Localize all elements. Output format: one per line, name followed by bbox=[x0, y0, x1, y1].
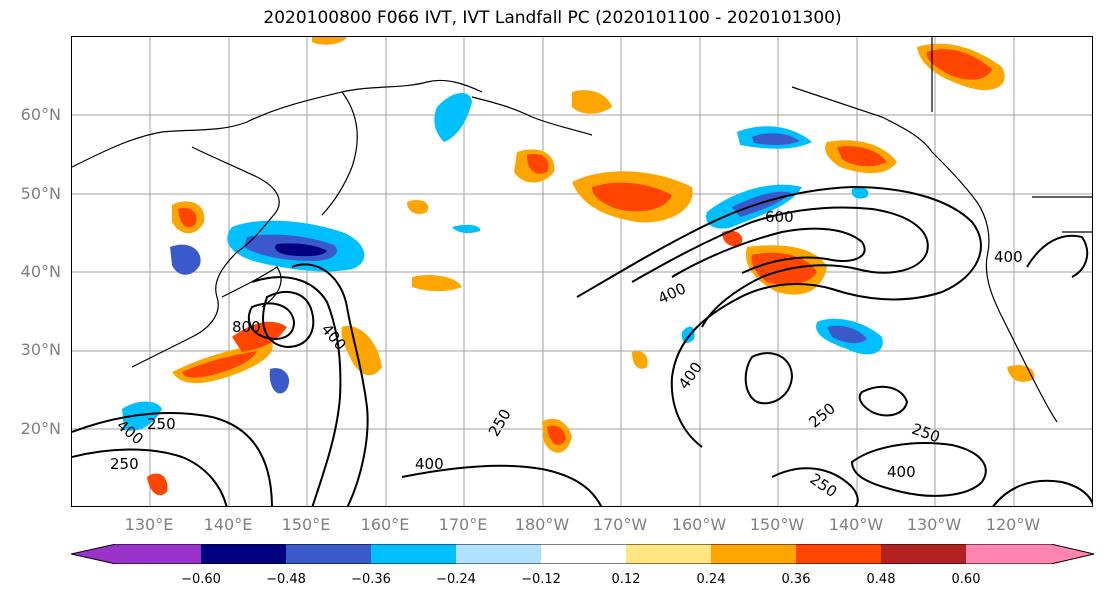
colorbar-swatch bbox=[881, 544, 966, 564]
colorbar-tick: −0.60 bbox=[181, 572, 221, 587]
positive-anomaly-patches bbox=[147, 37, 1035, 496]
lon-label-120w: 120°W bbox=[985, 515, 1041, 534]
colorbar-tick: −0.36 bbox=[351, 572, 391, 587]
lat-label-20n: 20°N bbox=[20, 419, 61, 438]
lon-label-150w: 150°W bbox=[749, 515, 805, 534]
colorbar-tick: 0.12 bbox=[611, 572, 641, 587]
contour-label-250: 250 bbox=[147, 415, 176, 433]
contour-label-250: 250 bbox=[805, 399, 839, 431]
contour-label-250: 250 bbox=[110, 455, 139, 473]
colorbar-tick: 0.24 bbox=[696, 572, 726, 587]
colorbar-over-arrow bbox=[1051, 544, 1094, 564]
colorbar-tick: −0.24 bbox=[436, 572, 476, 587]
lon-label-160w: 160°W bbox=[671, 515, 727, 534]
contour-label-600: 600 bbox=[765, 208, 794, 226]
lon-label-150e: 150°E bbox=[281, 515, 331, 534]
map-svg: 600 400 400 400 400 400 400 400 800 250 … bbox=[72, 37, 1092, 506]
contour-label-400: 400 bbox=[415, 455, 444, 473]
colorbar-tick: 0.60 bbox=[951, 572, 981, 587]
map-panel: 600 400 400 400 400 400 400 400 800 250 … bbox=[71, 36, 1093, 507]
colorbar-swatch bbox=[116, 544, 201, 564]
lon-label-130w: 130°W bbox=[906, 515, 962, 534]
lat-label-30n: 30°N bbox=[20, 340, 61, 359]
lon-label-170e: 170°E bbox=[438, 515, 488, 534]
colorbar-swatch bbox=[796, 544, 881, 564]
negative-anomaly-patches bbox=[122, 92, 883, 431]
lat-label-60n: 60°N bbox=[20, 105, 61, 124]
colorbar-swatch bbox=[541, 544, 626, 564]
contour-label-250: 250 bbox=[485, 406, 515, 440]
lon-label-130e: 130°E bbox=[124, 515, 174, 534]
colorbar-svg bbox=[70, 543, 1095, 565]
lat-label-40n: 40°N bbox=[20, 262, 61, 281]
colorbar-tick: 0.48 bbox=[866, 572, 896, 587]
lon-label-160e: 160°E bbox=[360, 515, 410, 534]
colorbar-swatch bbox=[966, 544, 1051, 564]
coastlines bbox=[72, 37, 1092, 423]
colorbar-swatch bbox=[626, 544, 711, 564]
colorbar-swatch bbox=[201, 544, 286, 564]
lat-label-50n: 50°N bbox=[20, 184, 61, 203]
lon-label-170w: 170°W bbox=[592, 515, 648, 534]
contour-label-400: 400 bbox=[887, 463, 916, 481]
colorbar-tick: 0.36 bbox=[781, 572, 811, 587]
contour-label-400: 400 bbox=[675, 359, 706, 393]
figure-title: 2020100800 F066 IVT, IVT Landfall PC (20… bbox=[263, 8, 842, 28]
colorbar-tick: −0.12 bbox=[521, 572, 561, 587]
lon-label-140w: 140°W bbox=[828, 515, 884, 534]
colorbar bbox=[70, 543, 1095, 568]
colorbar-swatch bbox=[711, 544, 796, 564]
contour-label-400: 400 bbox=[655, 279, 689, 307]
ivt-contours bbox=[72, 185, 1092, 506]
contour-label-400: 400 bbox=[318, 320, 350, 354]
lon-label-140e: 140°E bbox=[203, 515, 253, 534]
colorbar-swatch bbox=[286, 544, 371, 564]
colorbar-under-arrow bbox=[71, 544, 116, 564]
contour-label-800: 800 bbox=[232, 318, 261, 336]
colorbar-tick: −0.48 bbox=[266, 572, 306, 587]
colorbar-swatch bbox=[371, 544, 456, 564]
contour-label-400: 400 bbox=[994, 248, 1023, 266]
lon-label-180w: 180°W bbox=[514, 515, 570, 534]
colorbar-swatch bbox=[456, 544, 541, 564]
